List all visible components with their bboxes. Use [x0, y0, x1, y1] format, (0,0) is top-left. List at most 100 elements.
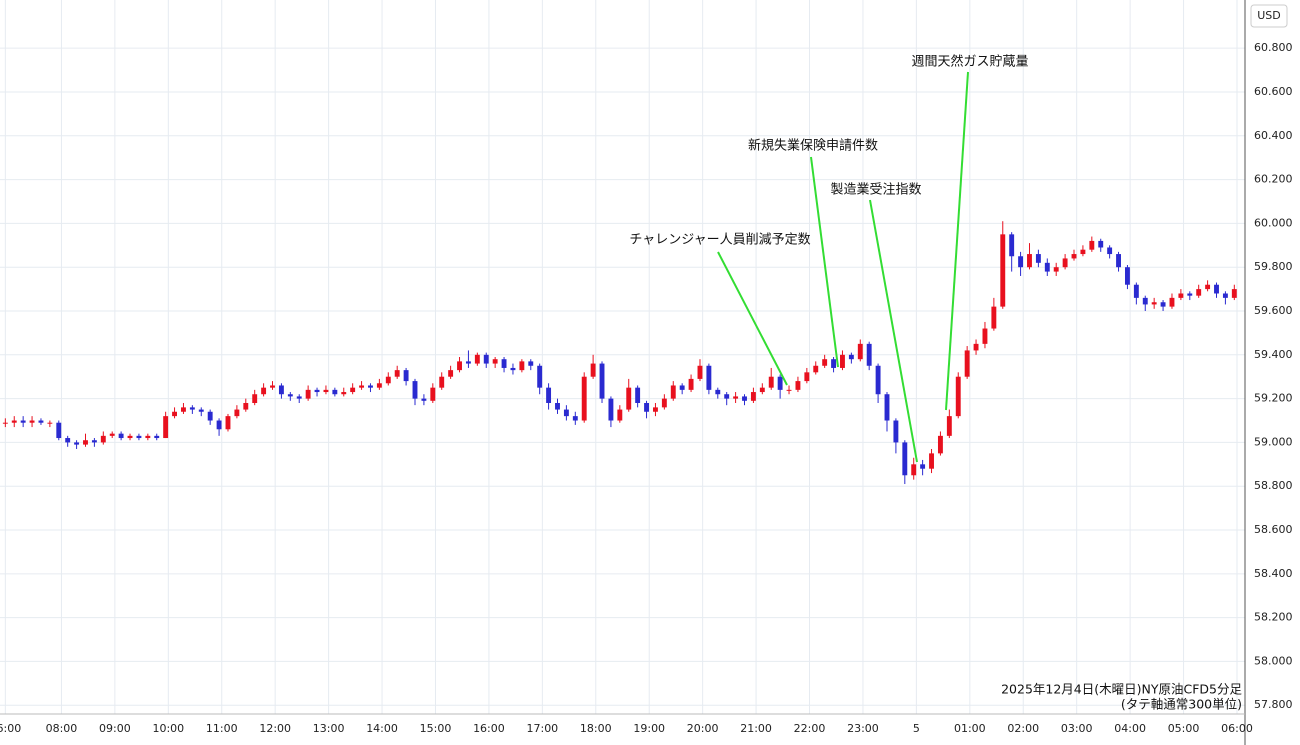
candle-body — [742, 396, 747, 401]
candle-body — [1080, 249, 1086, 255]
x-tick-label: 23:00 — [847, 722, 879, 735]
candle-body — [1231, 289, 1237, 298]
x-tick-label: 22:00 — [794, 722, 826, 735]
candle-body — [1160, 302, 1166, 307]
y-tick-label: 59.400 — [1254, 348, 1293, 361]
candle-body — [457, 361, 462, 371]
footnote: 2025年12月4日(木曜日)NY原油CFD5分足 — [1001, 682, 1242, 697]
candle-body — [626, 387, 632, 410]
candle-body — [198, 409, 204, 412]
candle-body — [1169, 297, 1175, 307]
candle-body — [510, 367, 516, 371]
candle-body — [341, 392, 347, 395]
candle-body — [1062, 258, 1068, 268]
candle-body — [786, 389, 792, 391]
candle-body — [1107, 247, 1113, 255]
candle-body — [884, 394, 890, 421]
y-tick-label: 58.000 — [1254, 654, 1293, 667]
candle-body — [670, 385, 676, 399]
candle-body — [911, 464, 917, 476]
candle-body — [715, 389, 721, 395]
candle-body — [287, 394, 293, 397]
x-tick-label: 02:00 — [1007, 722, 1039, 735]
candle-body — [875, 365, 881, 395]
candle-body — [83, 440, 88, 445]
candle-body — [661, 398, 667, 408]
candle-body — [1151, 302, 1157, 305]
x-tick-label: 17:00 — [526, 722, 558, 735]
candle-body — [403, 370, 409, 382]
candle-body — [866, 343, 872, 366]
candle-body — [1053, 267, 1059, 272]
annotation-line — [945, 71, 969, 411]
candle-body — [902, 442, 908, 476]
annotation-label: 製造業受注指数 — [830, 182, 921, 198]
x-tick-label: 19:00 — [633, 722, 665, 735]
candle-body — [555, 402, 560, 410]
candle-body — [47, 422, 53, 424]
candle-body — [207, 411, 213, 421]
candle-body — [831, 359, 837, 368]
candle-body — [973, 343, 979, 351]
candle-body — [376, 383, 382, 388]
candle-body — [857, 343, 863, 360]
x-tick-label: 16:00 — [473, 722, 505, 735]
candle-body — [982, 328, 988, 344]
x-tick-label: 12:00 — [259, 722, 291, 735]
candle-body — [65, 438, 71, 443]
x-tick-label: 21:00 — [740, 722, 772, 735]
candle-body — [252, 394, 258, 403]
x-tick-label: 20:00 — [687, 722, 719, 735]
x-tick-label: 11:00 — [206, 722, 238, 735]
candle-body — [750, 392, 756, 401]
y-tick-label: 57.800 — [1254, 698, 1293, 711]
candle-body — [314, 389, 320, 393]
candle-body — [937, 435, 943, 454]
y-tick-label: 58.800 — [1254, 479, 1293, 492]
candle-body — [1009, 234, 1015, 257]
candle-body — [599, 363, 605, 399]
x-tick-label: 10:00 — [152, 722, 184, 735]
candle-body — [964, 350, 970, 377]
candle-body — [501, 359, 507, 368]
candle-body — [946, 416, 952, 436]
candle-body — [1196, 289, 1202, 296]
y-tick-label: 58.400 — [1254, 567, 1293, 580]
candle-body — [1205, 284, 1211, 290]
currency-box[interactable] — [1250, 4, 1288, 28]
candle-body — [127, 435, 133, 439]
candle-body — [822, 359, 828, 366]
candle-body — [929, 453, 934, 469]
candle-body — [706, 365, 712, 390]
candle-body — [189, 407, 195, 410]
candle-body — [323, 389, 329, 393]
y-tick-label: 60.800 — [1254, 41, 1293, 54]
candle-body — [270, 385, 275, 388]
candle-body — [1071, 254, 1077, 259]
currency-label: USD — [1257, 9, 1281, 22]
candle-body — [2, 422, 8, 424]
candle-body — [893, 420, 899, 443]
grid — [0, 0, 1245, 714]
candle-body — [1178, 293, 1184, 298]
x-tick-label: 03:00 — [1061, 722, 1093, 735]
x-tick-label: 5 — [913, 722, 920, 735]
candle-body — [74, 442, 80, 445]
candle-body — [1018, 256, 1024, 268]
candle-body — [920, 464, 926, 469]
x-tick-label: 08:00 — [46, 722, 78, 735]
candle-body — [225, 416, 231, 430]
candle-body — [465, 361, 471, 364]
candle-body — [261, 387, 267, 395]
candle-body — [1089, 240, 1095, 250]
y-tick-label: 60.200 — [1254, 173, 1293, 186]
candle-body — [546, 387, 552, 403]
candle-body — [56, 422, 62, 439]
annotation-line — [810, 156, 839, 368]
candle-body — [350, 387, 356, 393]
candle-body — [1214, 284, 1219, 294]
candle-body — [955, 376, 961, 417]
annotation-line — [717, 251, 788, 386]
candle-body — [1044, 262, 1050, 272]
